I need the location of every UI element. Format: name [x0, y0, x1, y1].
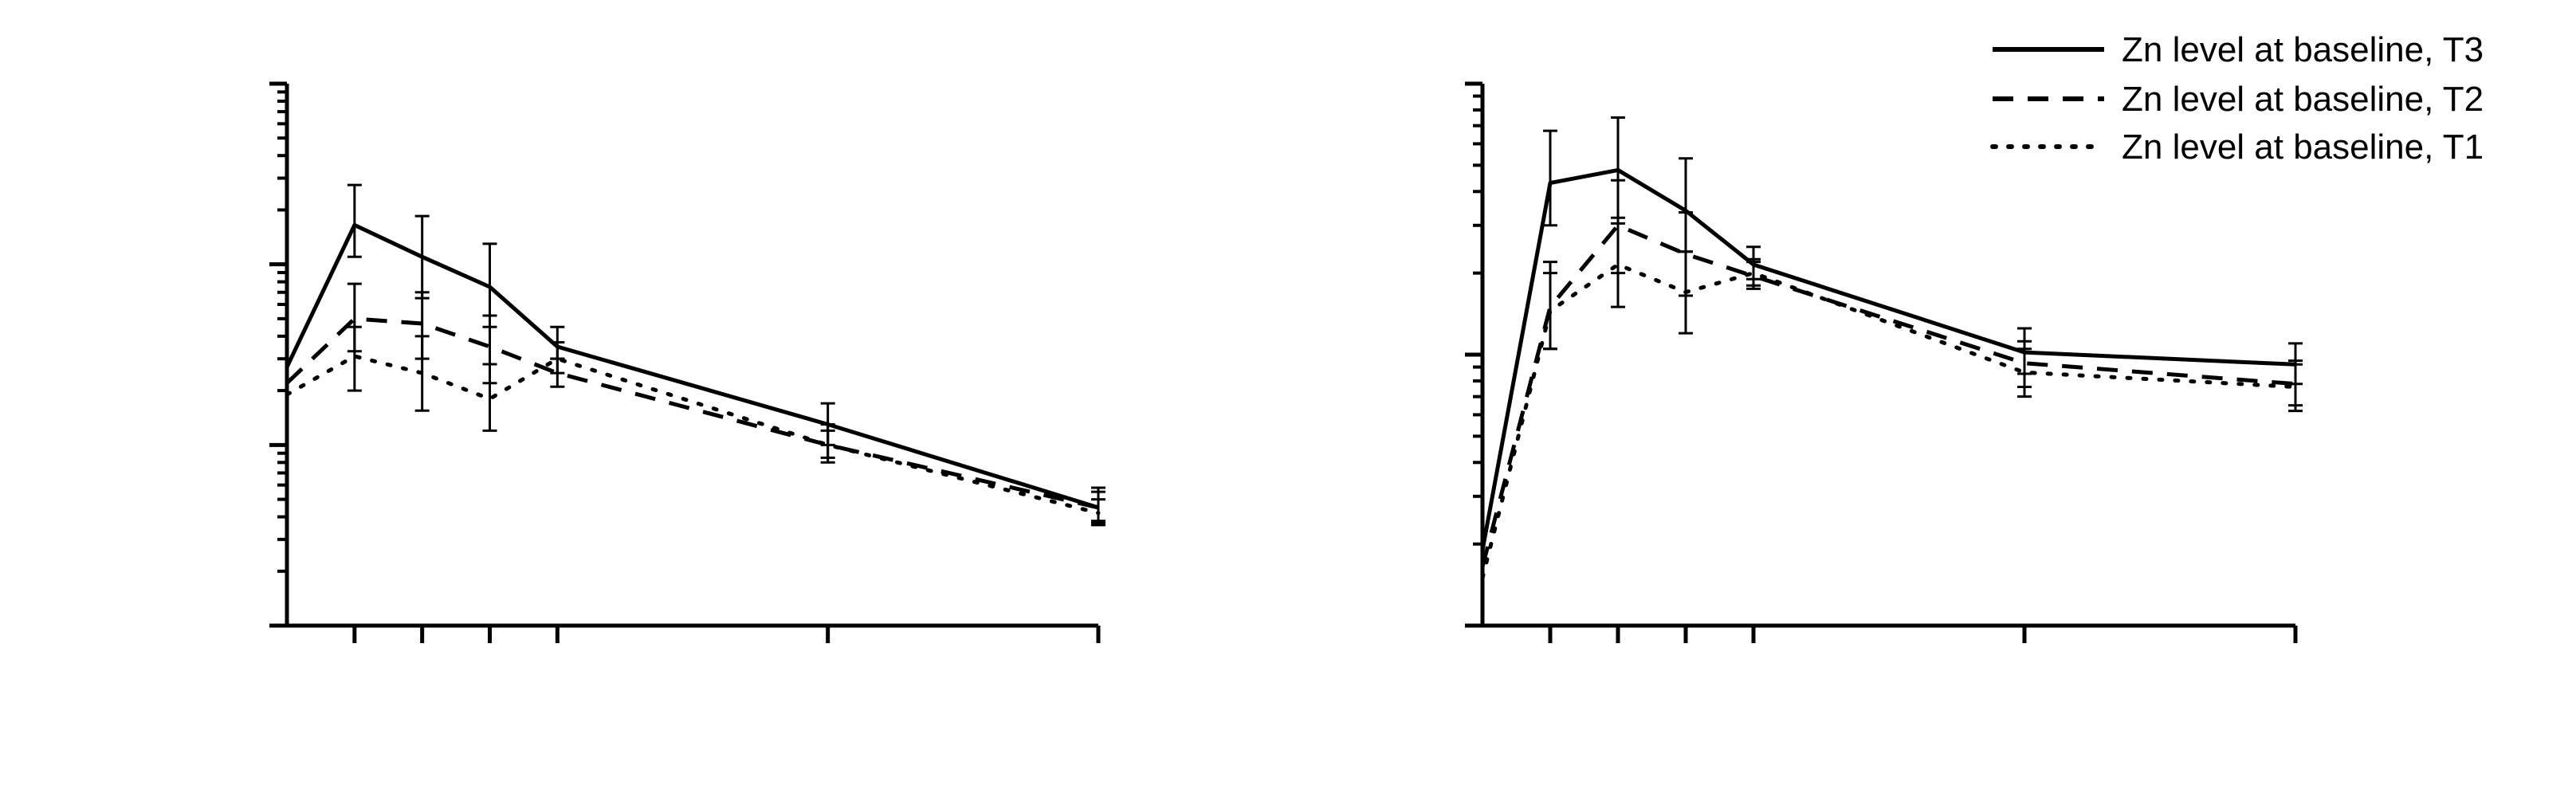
- legend-entry-t2: Zn level at baseline, T2: [1993, 80, 2484, 119]
- series-igg-dashed: [1480, 179, 2303, 567]
- error-bar-igg-dotted: [1679, 250, 1693, 335]
- chart-panel-igg: [1465, 81, 2303, 643]
- series-line-igg-dotted: [1480, 262, 2298, 580]
- error-bar-igm-dotted: [347, 325, 362, 392]
- legend-entry-t3: Zn level at baseline, T3: [1993, 30, 2484, 69]
- series-igm-solid: [285, 183, 1105, 523]
- error-bar-igg-solid: [1543, 129, 1557, 227]
- error-bar-igm-dotted: [1091, 498, 1105, 527]
- chart-panel-igm: [269, 81, 1105, 643]
- error-bar-igg-dotted: [2017, 347, 2032, 398]
- series-line-igm-solid: [285, 222, 1099, 510]
- error-bar-igm-dotted: [820, 423, 835, 464]
- series-line-igg-dashed: [1480, 223, 2296, 567]
- error-bar-igg-dotted: [2288, 363, 2303, 413]
- series-line-igm-dashed: [285, 316, 1099, 510]
- legend: Zn level at baseline, T3 Zn level at bas…: [1990, 30, 2484, 167]
- series-line-igm-dotted: [285, 354, 1101, 516]
- error-bar-igm-dotted: [414, 335, 430, 412]
- legend-entry-t1: Zn level at baseline, T1: [1990, 128, 2484, 167]
- legend-label-t3: Zn level at baseline, T3: [2122, 30, 2484, 69]
- series-igg-solid: [1480, 116, 2303, 551]
- series-igm-dotted: [285, 325, 1105, 527]
- error-bar-igg-dotted: [1543, 272, 1557, 351]
- error-bar-igm-dotted: [550, 341, 565, 375]
- error-bar-igg-dotted: [1746, 257, 1761, 287]
- error-bar-igg-dotted: [1611, 222, 1625, 308]
- error-bar-igm-solid: [347, 183, 362, 258]
- error-bar-igm-dotted: [482, 363, 497, 432]
- series-line-igg-solid: [1480, 167, 2296, 551]
- legend-label-t1: Zn level at baseline, T1: [2122, 128, 2484, 167]
- series-igm-dashed: [285, 282, 1105, 524]
- legend-label-t2: Zn level at baseline, T2: [2122, 80, 2484, 119]
- series-igg-dotted: [1480, 222, 2303, 580]
